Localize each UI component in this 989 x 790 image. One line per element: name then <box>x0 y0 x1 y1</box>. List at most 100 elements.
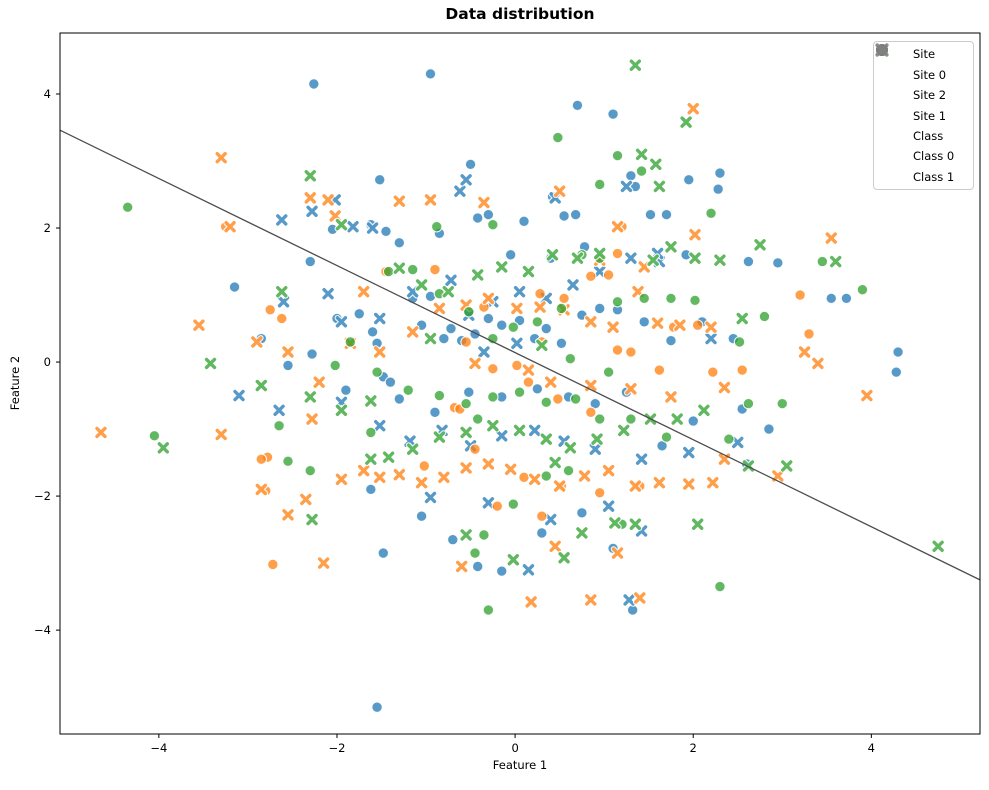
data-point <box>522 376 535 388</box>
data-point <box>511 302 523 315</box>
data-point <box>593 413 606 425</box>
data-point <box>522 564 535 576</box>
data-point <box>374 420 386 432</box>
data-point <box>558 552 570 564</box>
data-point <box>382 265 395 278</box>
data-point <box>380 225 392 238</box>
legend-item-class-0: Class 0 <box>874 44 973 166</box>
series-site2-class1 <box>94 101 874 609</box>
data-point <box>313 376 325 388</box>
data-point <box>549 540 561 553</box>
data-point <box>856 283 869 296</box>
data-point <box>723 433 735 445</box>
data-point <box>830 255 842 268</box>
data-point <box>487 420 499 432</box>
data-point <box>204 357 217 370</box>
data-point <box>540 322 553 335</box>
data-point <box>460 174 472 186</box>
data-point <box>418 460 431 472</box>
data-point <box>602 269 615 281</box>
data-point <box>776 397 789 410</box>
data-point <box>531 383 544 395</box>
data-point <box>540 433 552 445</box>
data-point <box>347 220 359 233</box>
data-point <box>552 131 564 144</box>
data-point <box>469 357 481 370</box>
data-point <box>366 326 379 338</box>
legend-item-class-1: Class 1 <box>874 43 973 187</box>
data-point <box>607 108 619 120</box>
data-point <box>471 269 484 281</box>
data-point <box>569 208 582 221</box>
data-point <box>415 279 428 291</box>
data-point <box>689 294 701 307</box>
data-point <box>585 594 597 606</box>
data-point <box>518 471 530 484</box>
data-point <box>406 443 419 455</box>
legend-label: Class 1 <box>913 169 955 184</box>
data-point <box>469 547 481 559</box>
data-point <box>555 302 568 315</box>
data-point <box>594 265 606 278</box>
axes-border <box>59 32 981 735</box>
data-point <box>447 533 459 546</box>
data-point <box>438 471 450 484</box>
data-point <box>442 285 455 298</box>
data-point <box>148 430 161 442</box>
scatter-points <box>94 58 946 713</box>
y-axis-label: Feature 2 <box>8 355 22 411</box>
x-tick-label: −4 <box>150 741 167 755</box>
data-point <box>340 384 352 396</box>
data-point <box>528 424 541 437</box>
x-tick-label: 4 <box>868 741 875 755</box>
data-point <box>714 580 726 593</box>
data-point <box>772 257 784 269</box>
data-point <box>644 208 657 221</box>
data-point <box>424 491 437 504</box>
data-point <box>525 596 537 608</box>
data-point <box>255 483 267 496</box>
legend-item-site-1: Site 1 <box>874 44 973 126</box>
data-point <box>276 312 288 325</box>
data-point <box>429 406 441 419</box>
data-point <box>522 364 535 376</box>
data-point <box>471 212 484 224</box>
data-point <box>402 384 414 396</box>
data-point <box>121 201 134 213</box>
data-point <box>371 701 383 713</box>
data-point <box>736 364 748 376</box>
data-point <box>629 480 642 492</box>
data-point <box>890 366 903 378</box>
data-point <box>215 151 227 164</box>
data-point <box>705 332 717 345</box>
data-point <box>464 158 477 171</box>
data-point <box>625 383 637 395</box>
y-tick-label: −4 <box>34 623 51 637</box>
data-point <box>228 281 241 293</box>
data-point <box>95 426 107 439</box>
data-point <box>374 346 386 358</box>
data-point <box>415 510 428 522</box>
data-point <box>365 453 377 465</box>
legend-header-class: Class <box>874 126 973 146</box>
data-point <box>507 554 520 566</box>
data-point <box>635 148 648 161</box>
data-point <box>215 428 227 441</box>
data-point <box>393 195 406 207</box>
y-tick-label: 2 <box>44 221 51 235</box>
data-point <box>487 363 499 375</box>
data-point <box>714 167 726 179</box>
data-point <box>607 321 619 333</box>
data-point <box>224 220 236 233</box>
data-point <box>304 170 316 182</box>
data-point <box>482 208 495 221</box>
data-point <box>578 470 591 482</box>
data-point <box>424 194 437 206</box>
data-point <box>366 222 379 234</box>
data-point <box>433 431 446 443</box>
data-point <box>282 346 294 358</box>
data-point <box>540 470 553 482</box>
data-point <box>496 261 508 273</box>
x-axis-ticks: −4 −2 0 2 4 <box>150 734 875 755</box>
legend-label: Site 1 <box>913 108 947 123</box>
